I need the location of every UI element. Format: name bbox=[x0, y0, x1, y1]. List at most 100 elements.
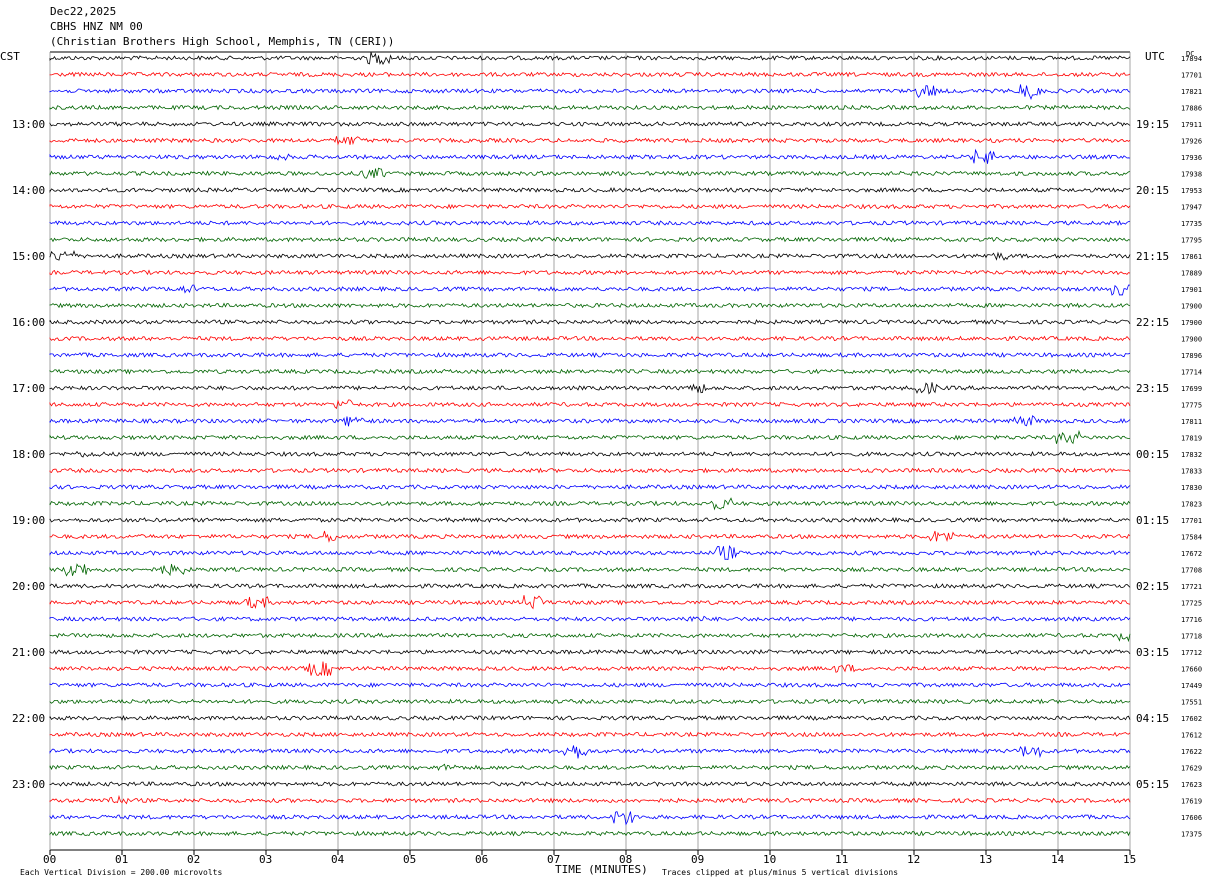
dc-offset-20: 17699 bbox=[1181, 385, 1202, 393]
dc-offset-5: 17926 bbox=[1181, 138, 1202, 146]
trace-14 bbox=[49, 284, 1131, 296]
trace-24 bbox=[49, 450, 1131, 458]
dc-offset-9: 17947 bbox=[1181, 204, 1202, 212]
dc-offset-8: 17953 bbox=[1181, 187, 1202, 195]
header-station: CBHS HNZ NM 00 bbox=[50, 20, 143, 33]
dc-offset-13: 17889 bbox=[1181, 270, 1202, 278]
left-hour-label-5: 18:00 bbox=[12, 448, 45, 461]
right-hour-label-4: 23:15 bbox=[1136, 382, 1169, 395]
left-hour-label-1: 14:00 bbox=[12, 184, 45, 197]
trace-27 bbox=[49, 497, 1131, 511]
trace-11 bbox=[49, 236, 1131, 243]
right-hour-labels: 19:15 20:15 21:15 22:15 23:15 00:15 01:15 02:15… bbox=[1136, 118, 1169, 791]
left-hour-label-2: 15:00 bbox=[12, 250, 45, 263]
x-tick-label-3: 03 bbox=[259, 853, 272, 866]
x-tick-label-15: 15 bbox=[1123, 853, 1136, 866]
right-hour-label-9: 04:15 bbox=[1136, 712, 1169, 725]
x-tick-label-4: 04 bbox=[331, 853, 345, 866]
trace-17 bbox=[49, 335, 1131, 342]
trace-16 bbox=[49, 319, 1131, 326]
dc-offset-44: 17623 bbox=[1181, 781, 1202, 789]
grid bbox=[49, 51, 1131, 855]
dc-offset-40: 17602 bbox=[1181, 715, 1202, 723]
trace-15 bbox=[49, 302, 1131, 309]
dc-offset-32: 17721 bbox=[1181, 583, 1202, 591]
trace-34 bbox=[49, 615, 1131, 623]
left-axis-title: CST bbox=[0, 50, 20, 63]
right-hour-label-5: 00:15 bbox=[1136, 448, 1169, 461]
x-tick-label-2: 02 bbox=[187, 853, 200, 866]
dc-offset-28: 17701 bbox=[1181, 517, 1202, 525]
trace-40 bbox=[49, 715, 1131, 721]
dc-offset-25: 17833 bbox=[1181, 468, 1202, 476]
dc-offset-7: 17938 bbox=[1181, 171, 1202, 179]
left-hour-label-9: 22:00 bbox=[12, 712, 45, 725]
right-hour-label-8: 03:15 bbox=[1136, 646, 1169, 659]
trace-10 bbox=[49, 219, 1131, 227]
trace-32 bbox=[49, 583, 1131, 590]
right-hour-label-0: 19:15 bbox=[1136, 118, 1169, 131]
dc-offset-46: 17606 bbox=[1181, 814, 1202, 822]
scale-note: Each Vertical Division = 200.00 microvol… bbox=[20, 868, 222, 877]
x-tick-label-12: 12 bbox=[907, 853, 920, 866]
dc-offset-21: 17775 bbox=[1181, 402, 1202, 410]
dc-offset-labels: 17894 17701 17821 17886 17911 17926 17936 17938… bbox=[1181, 55, 1202, 839]
trace-33 bbox=[49, 595, 1131, 610]
trace-44 bbox=[49, 781, 1131, 787]
trace-45 bbox=[49, 794, 1131, 805]
dc-offset-23: 17819 bbox=[1181, 435, 1202, 443]
trace-2 bbox=[49, 84, 1131, 101]
x-tick-label-5: 05 bbox=[403, 853, 416, 866]
dc-offset-4: 17911 bbox=[1181, 121, 1202, 129]
trace-9 bbox=[49, 203, 1131, 210]
left-hour-label-10: 23:00 bbox=[12, 778, 45, 791]
trace-47 bbox=[49, 830, 1131, 837]
trace-4 bbox=[49, 121, 1131, 127]
left-hour-label-4: 17:00 bbox=[12, 382, 45, 395]
right-hour-label-1: 20:15 bbox=[1136, 184, 1169, 197]
x-tick-label-7: 07 bbox=[547, 853, 560, 866]
trace-42 bbox=[49, 745, 1131, 759]
trace-36 bbox=[49, 649, 1131, 656]
dc-offset-19: 17714 bbox=[1181, 369, 1202, 377]
left-hour-label-8: 21:00 bbox=[12, 646, 45, 659]
trace-43 bbox=[49, 763, 1131, 772]
left-hour-label-0: 13:00 bbox=[12, 118, 45, 131]
trace-46 bbox=[49, 811, 1131, 826]
dc-offset-16: 17900 bbox=[1181, 319, 1202, 327]
trace-7 bbox=[49, 167, 1131, 179]
trace-8 bbox=[49, 187, 1131, 193]
left-hour-label-7: 20:00 bbox=[12, 580, 45, 593]
trace-38 bbox=[49, 682, 1131, 688]
trace-29 bbox=[49, 530, 1131, 543]
trace-31 bbox=[49, 563, 1131, 577]
dc-offset-47: 17375 bbox=[1181, 831, 1202, 839]
x-tick-label-8: 08 bbox=[619, 853, 632, 866]
traces bbox=[49, 52, 1131, 837]
x-tick-labels: 00 01 02 03 04 05 06 07 08 09 10 11 12 13 14 15 bbox=[43, 853, 1136, 866]
dc-offset-37: 17660 bbox=[1181, 666, 1202, 674]
trace-0 bbox=[49, 52, 1131, 65]
trace-22 bbox=[49, 415, 1131, 427]
dc-offset-24: 17832 bbox=[1181, 451, 1202, 459]
trace-37 bbox=[49, 661, 1131, 677]
dc-offset-38: 17449 bbox=[1181, 682, 1202, 690]
right-axis-title: UTC bbox=[1145, 50, 1165, 63]
trace-25 bbox=[49, 467, 1131, 474]
header-date: Dec22,2025 bbox=[50, 5, 116, 18]
dc-offset-11: 17795 bbox=[1181, 237, 1202, 245]
trace-3 bbox=[49, 104, 1131, 111]
trace-19 bbox=[49, 368, 1131, 375]
x-tick-label-9: 09 bbox=[691, 853, 704, 866]
dc-offset-30: 17672 bbox=[1181, 550, 1202, 558]
trace-18 bbox=[49, 352, 1131, 359]
right-hour-label-2: 21:15 bbox=[1136, 250, 1169, 263]
x-tick-label-6: 06 bbox=[475, 853, 488, 866]
left-hour-label-3: 16:00 bbox=[12, 316, 45, 329]
right-hour-label-6: 01:15 bbox=[1136, 514, 1169, 527]
dc-offset-2: 17821 bbox=[1181, 88, 1202, 96]
dc-offset-42: 17622 bbox=[1181, 748, 1202, 756]
dc-offset-10: 17735 bbox=[1181, 220, 1202, 228]
dc-offset-22: 17811 bbox=[1181, 418, 1202, 426]
x-tick-label-14: 14 bbox=[1051, 853, 1065, 866]
